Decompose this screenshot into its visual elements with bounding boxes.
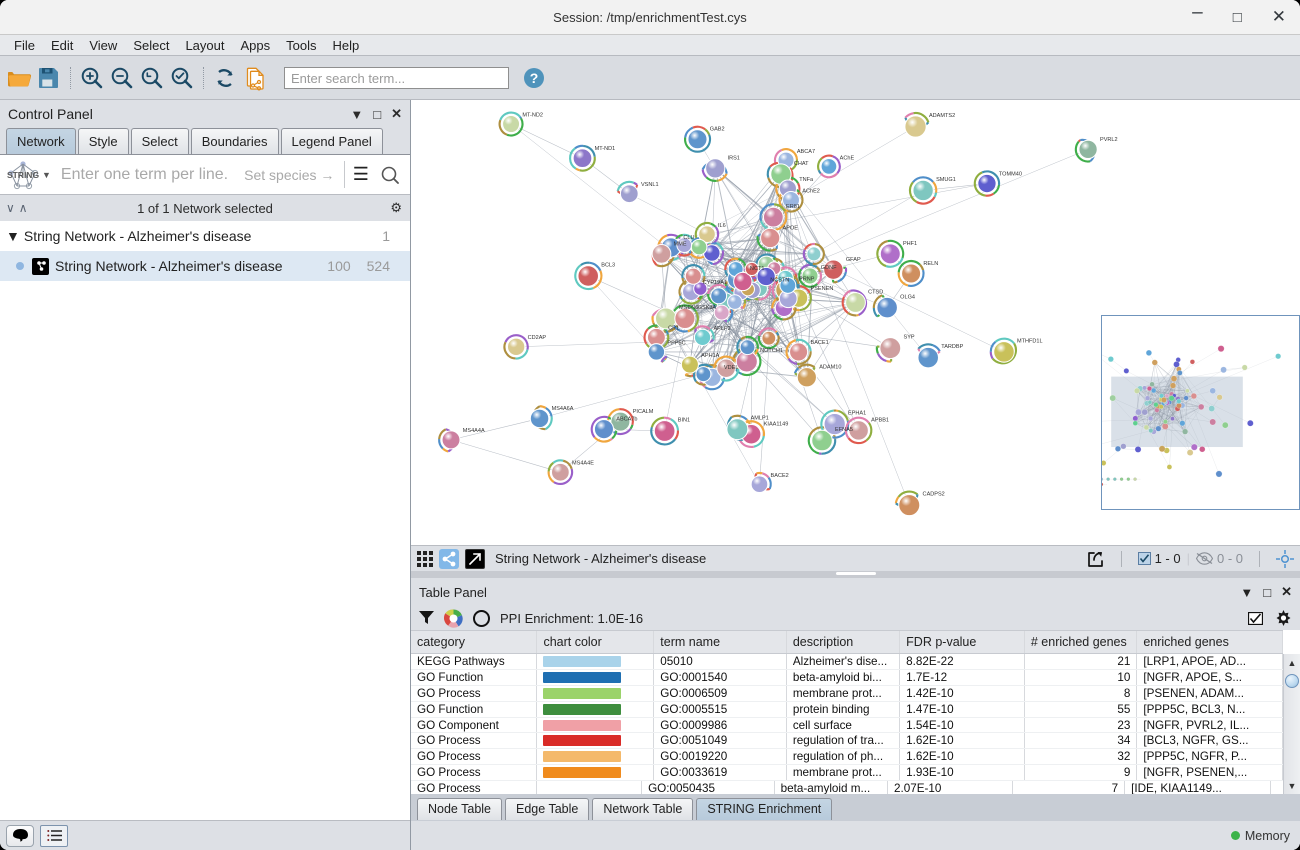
svg-text:AChE2: AChE2 [802, 188, 820, 194]
svg-text:PPP5C: PPP5C [667, 341, 685, 347]
svg-text:APLP2: APLP2 [713, 326, 730, 332]
svg-text:STRING: STRING [7, 170, 40, 180]
svg-text:ADAM10: ADAM10 [819, 365, 841, 371]
svg-text:PVRL2: PVRL2 [1100, 137, 1118, 143]
svg-text:CYP19A1: CYP19A1 [703, 280, 727, 286]
svg-text:CADPS2: CADPS2 [923, 492, 945, 498]
svg-text:KIAA1149: KIAA1149 [764, 421, 789, 427]
svg-text:CLU: CLU [683, 235, 694, 241]
svg-text:NCSTN: NCSTN [770, 278, 789, 284]
svg-text:PICALM: PICALM [633, 409, 654, 415]
svg-text:NOTCH1: NOTCH1 [760, 348, 783, 354]
svg-text:MT-ND2: MT-ND2 [522, 112, 543, 118]
svg-text:CHAT: CHAT [794, 161, 809, 167]
svg-text:TOMM40: TOMM40 [999, 171, 1022, 177]
svg-text:MS4A4E: MS4A4E [572, 460, 594, 466]
svg-text:CR1: CR1 [668, 325, 679, 331]
svg-text:OLG4: OLG4 [900, 294, 915, 300]
svg-text:MME: MME [674, 241, 687, 247]
svg-text:MT-ND1: MT-ND1 [595, 146, 616, 152]
svg-text:MS4A4A: MS4A4A [463, 428, 485, 434]
svg-text:MSEN6: MSEN6 [679, 305, 698, 311]
svg-text:VSNL1: VSNL1 [641, 182, 659, 188]
svg-text:PHF1: PHF1 [903, 241, 917, 247]
svg-text:SMUG1: SMUG1 [936, 177, 956, 183]
svg-text:APH1A: APH1A [701, 353, 719, 359]
svg-text:CD2AP: CD2AP [528, 335, 547, 341]
svg-text:BACE1: BACE1 [811, 340, 829, 346]
svg-text:EFNA5: EFNA5 [835, 427, 853, 433]
svg-text:IL6: IL6 [718, 223, 726, 229]
svg-text:ABCA7: ABCA7 [797, 149, 815, 155]
svg-text:PSENEN: PSENEN [811, 286, 834, 292]
svg-text:ADAMTS2: ADAMTS2 [929, 113, 955, 119]
svg-text:AMLP1: AMLP1 [751, 416, 769, 422]
svg-text:APBB1: APBB1 [871, 418, 889, 424]
svg-text:GAB2: GAB2 [710, 127, 725, 133]
svg-text:APOE: APOE [783, 225, 799, 231]
svg-text:BACE2: BACE2 [771, 473, 789, 479]
svg-text:?: ? [530, 70, 539, 86]
svg-text:TNFa: TNFa [799, 177, 814, 183]
svg-text:SYP: SYP [904, 335, 915, 341]
svg-text:GDNF: GDNF [821, 265, 837, 271]
svg-text:CTSD: CTSD [868, 290, 883, 296]
svg-text:NCT1: NCT1 [750, 266, 765, 272]
svg-text:ABCA7b: ABCA7b [616, 417, 637, 423]
svg-text:GFAP: GFAP [846, 257, 861, 263]
svg-text:RELN: RELN [923, 261, 938, 267]
svg-text:MS4A6A: MS4A6A [552, 406, 574, 412]
svg-text:BCL3: BCL3 [601, 263, 615, 269]
svg-text:AChE: AChE [840, 155, 855, 161]
svg-text:EPHA1: EPHA1 [848, 410, 866, 416]
svg-text:GSK3A: GSK3A [698, 305, 717, 311]
svg-text:IRS1: IRS1 [728, 156, 740, 162]
svg-text:TARDBP: TARDBP [941, 344, 963, 350]
svg-text:ER81: ER81 [786, 204, 800, 210]
svg-text:VDEL: VDEL [724, 365, 739, 371]
svg-text:MTHFD1L: MTHFD1L [1017, 339, 1043, 345]
svg-text:PRNP: PRNP [799, 277, 815, 283]
svg-text:BIN1: BIN1 [678, 418, 690, 424]
